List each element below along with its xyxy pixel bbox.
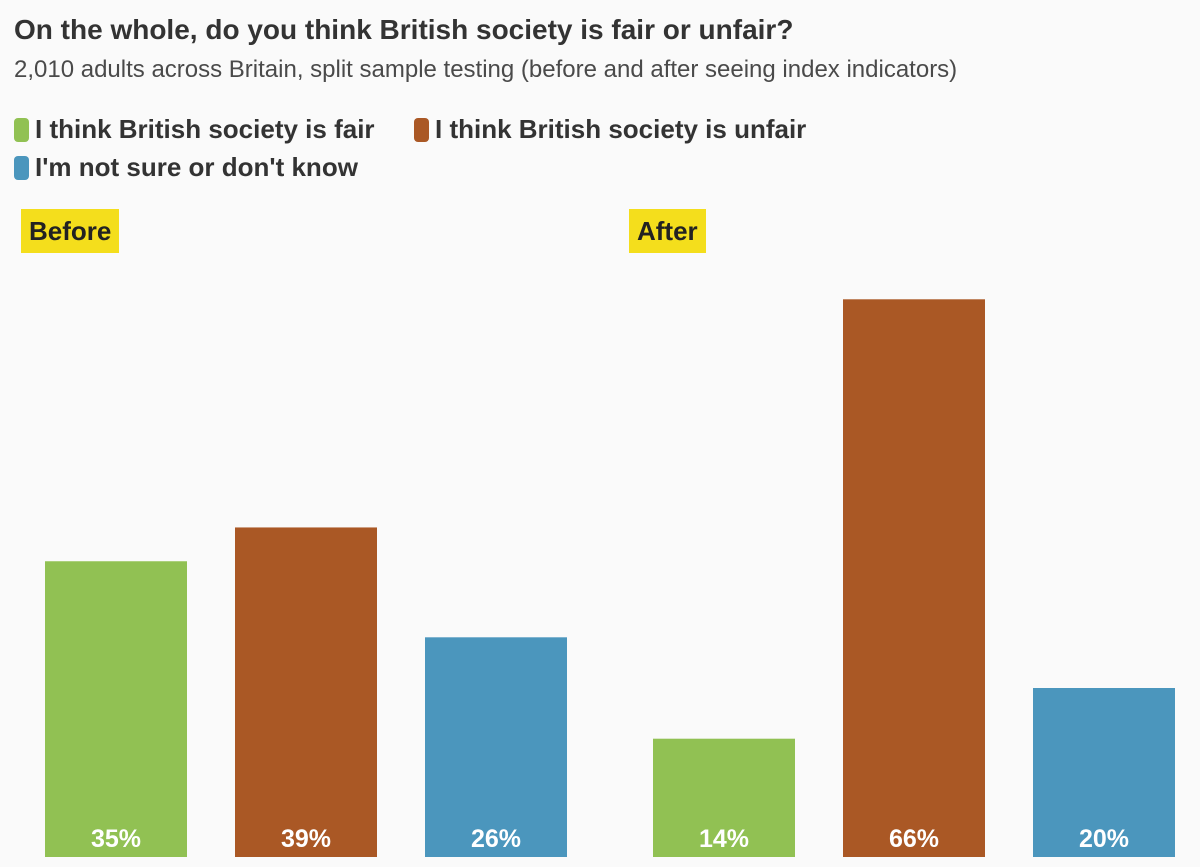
bar-label-after-unfair: 66% [889, 825, 939, 853]
panel-label-after: After [629, 209, 706, 253]
bar-before-not-sure [425, 637, 567, 857]
legend-swatch-fair [14, 117, 29, 142]
legend-swatch-unfair [414, 117, 429, 142]
legend-item-fair: I think British society is fair [14, 114, 375, 145]
legend-label-unfair: I think British society is unfair [435, 114, 807, 144]
bar-label-before-not-sure: 26% [471, 825, 521, 853]
chart-subtitle: 2,010 adults across Britain, split sampl… [14, 56, 958, 83]
chart-title: On the whole, do you think British socie… [14, 14, 794, 45]
legend-item-not-sure: I'm not sure or don't know [14, 152, 358, 183]
bar-before-unfair [235, 527, 377, 857]
bar-after-fair [653, 738, 795, 857]
bar-after-unfair [843, 299, 985, 857]
legend-swatch-not-sure [14, 155, 29, 180]
bar-label-before-fair: 35% [91, 825, 141, 853]
legend-label-fair: I think British society is fair [35, 114, 375, 144]
bar-before-fair [45, 561, 187, 857]
bar-after-not-sure [1033, 688, 1175, 857]
legend-item-unfair: I think British society is unfair [414, 114, 806, 145]
panel-label-before: Before [21, 209, 120, 253]
bar-label-after-fair: 14% [699, 825, 749, 853]
bar-label-before-unfair: 39% [281, 825, 331, 853]
legend-label-not-sure: I'm not sure or don't know [35, 152, 358, 182]
bar-label-after-not-sure: 20% [1079, 825, 1129, 853]
